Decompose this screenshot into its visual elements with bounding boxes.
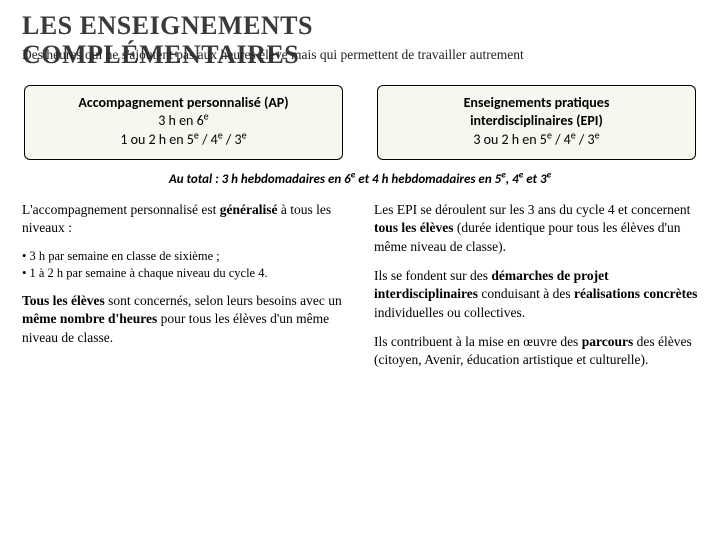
box-epi-title-2: interdisciplinaires (EPI): [388, 112, 685, 130]
right-column: Les EPI se déroulent sur les 3 ans du cy…: [374, 201, 698, 380]
bullet-2: • 1 à 2 h par semaine à chaque niveau du…: [22, 265, 346, 282]
left-p1: L'accompagnement personnalisé est généra…: [22, 201, 346, 238]
bullet-1: • 3 h par semaine en classe de sixième ;: [22, 248, 346, 265]
left-column: L'accompagnement personnalisé est généra…: [22, 201, 346, 380]
box-epi-title-1: Enseignements pratiques: [388, 94, 685, 112]
box-ap-line-3: 1 ou 2 h en 5e / 4e / 3e: [35, 131, 332, 149]
columns: L'accompagnement personnalisé est généra…: [22, 201, 698, 380]
left-bullets: • 3 h par semaine en classe de sixième ;…: [22, 248, 346, 282]
subtitle: Des heures qui ne s'ajoutent pas aux heu…: [22, 47, 698, 63]
right-p3: Ils contribuent à la mise en œuvre des p…: [374, 333, 698, 370]
summary-line: Au total : 3 h hebdomadaires en 6e et 4 …: [22, 172, 698, 187]
boxes-row: Accompagnement personnalisé (AP) 3 h en …: [24, 85, 696, 160]
box-epi: Enseignements pratiques interdisciplinai…: [377, 85, 696, 160]
right-p2: Ils se fondent sur des démarches de proj…: [374, 267, 698, 323]
right-p1: Les EPI se déroulent sur les 3 ans du cy…: [374, 201, 698, 257]
left-p2: Tous les élèves sont concernés, selon le…: [22, 292, 346, 348]
box-epi-line-3: 3 ou 2 h en 5e / 4e / 3e: [388, 131, 685, 149]
box-ap-line-2: 3 h en 6e: [35, 112, 332, 130]
box-ap-title: Accompagnement personnalisé (AP): [35, 94, 332, 112]
title-line-1: LES ENSEIGNEMENTS: [22, 11, 313, 40]
box-ap: Accompagnement personnalisé (AP) 3 h en …: [24, 85, 343, 160]
